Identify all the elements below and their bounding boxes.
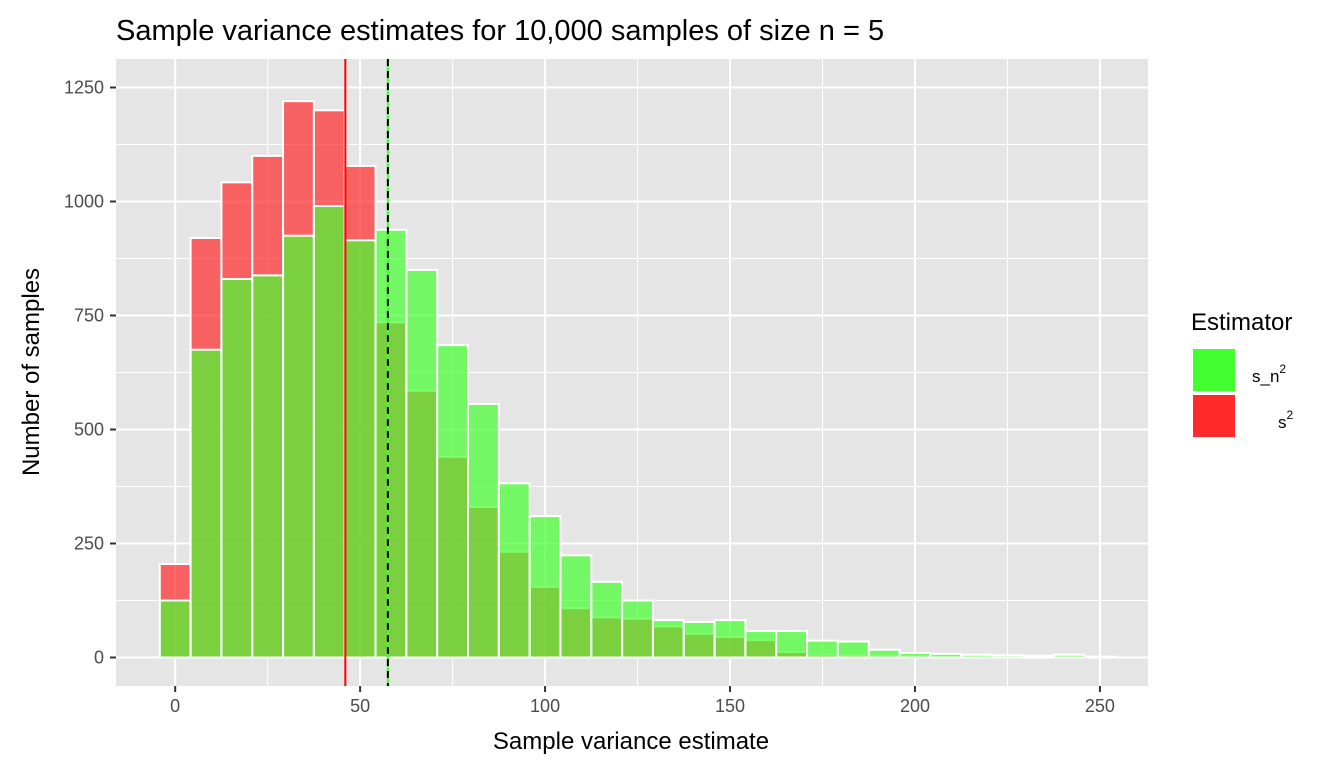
s-n2-bar — [960, 653, 994, 659]
s-n2-bar — [343, 239, 377, 659]
x-tick-label: 200 — [900, 696, 930, 716]
s-n2-bar — [189, 348, 223, 659]
x-axis: 0 50 100 150 200 250 — [170, 686, 1115, 716]
legend-swatch-s2 — [1193, 395, 1235, 437]
s-n2-bar — [158, 599, 192, 659]
s-n2-bar — [559, 554, 593, 659]
s-n2-bar — [713, 619, 747, 659]
y-tick-label: 0 — [94, 648, 104, 668]
y-axis-title: Number of samples — [18, 268, 45, 476]
legend-swatch-s-n2 — [1193, 349, 1235, 391]
mean-lines — [344, 59, 389, 686]
s-n2-bar — [436, 344, 470, 659]
s-n2-bar — [991, 654, 1024, 659]
s-n2-bar — [251, 274, 285, 659]
y-tick-label: 250 — [74, 534, 104, 554]
chart-title: Sample variance estimates for 10,000 sam… — [116, 15, 884, 47]
legend-title: Estimator — [1191, 309, 1292, 336]
y-axis: 0 250 500 750 1000 1250 — [64, 78, 116, 668]
s-n2-bar — [220, 278, 254, 659]
y-tick-label: 1250 — [64, 78, 104, 98]
x-tick-label: 250 — [1085, 696, 1115, 716]
legend-label-s2: s2 — [1278, 408, 1294, 432]
s-n2-bar — [528, 515, 562, 659]
x-tick-label: 100 — [530, 696, 560, 716]
x-tick-label: 50 — [350, 696, 370, 716]
s-n2-bar — [806, 639, 839, 659]
x-tick-label: 0 — [170, 696, 180, 716]
s-n2-bar — [621, 599, 654, 659]
s-n2-bar — [1052, 653, 1086, 659]
s-n2-bar — [651, 619, 685, 659]
s-n2-bar — [744, 630, 778, 659]
s-n2-bar — [1021, 654, 1055, 659]
s-n2-bar — [929, 652, 963, 659]
legend-label-s-n2: s_n2 — [1252, 362, 1286, 386]
s-n2-bar — [467, 402, 500, 659]
s-n2-bar — [898, 651, 932, 659]
s-n2-bar — [282, 234, 315, 659]
s-n2-bar — [836, 640, 870, 659]
y-tick-label: 500 — [74, 420, 104, 440]
s-n2-bar — [682, 620, 716, 659]
s-n2-histogram — [158, 205, 1117, 659]
s-n2-bar — [374, 228, 408, 659]
s-n2-bar — [405, 268, 439, 659]
s-n2-bar — [775, 630, 809, 659]
s-n2-bar — [312, 205, 346, 659]
s-n2-bar — [497, 482, 531, 659]
legend: Estimator s_n2 s2 — [1191, 309, 1294, 437]
s-n2-bar — [1083, 655, 1117, 659]
x-tick-label: 150 — [715, 696, 745, 716]
s-n2-bar — [590, 580, 624, 659]
x-axis-title: Sample variance estimate — [493, 728, 769, 755]
s-n2-bar — [867, 648, 901, 659]
y-tick-label: 1000 — [64, 192, 104, 212]
y-tick-label: 750 — [74, 306, 104, 326]
